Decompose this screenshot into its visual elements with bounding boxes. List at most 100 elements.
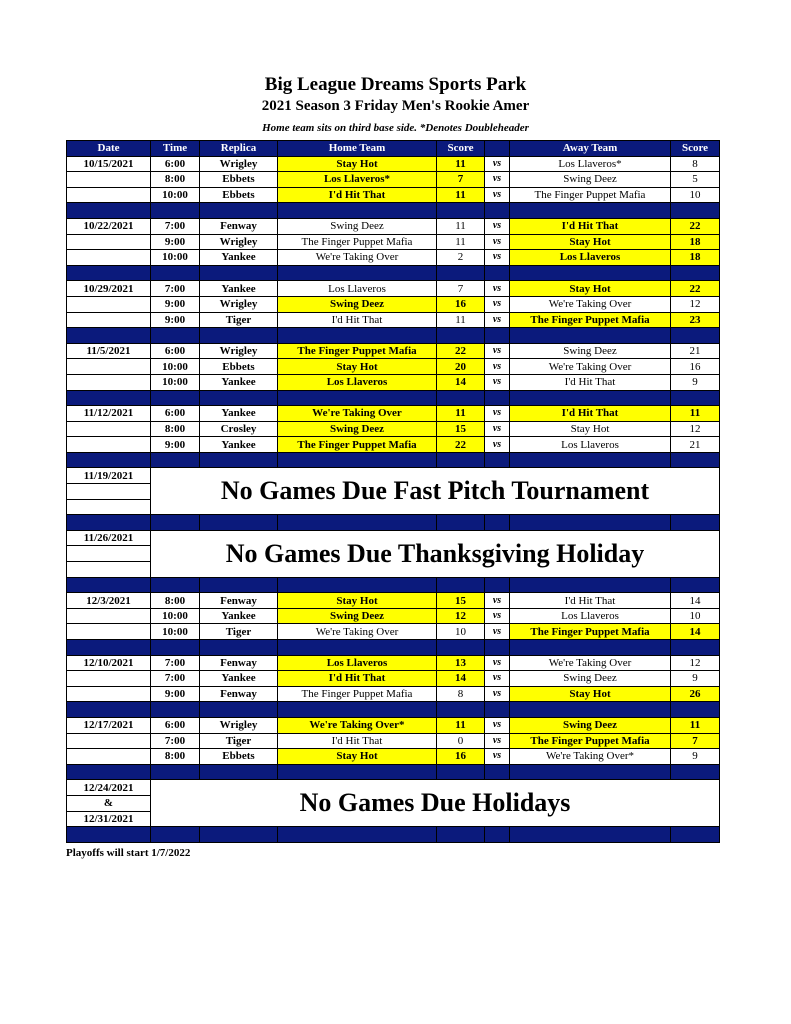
separator-cell — [199, 826, 278, 843]
separator-cell — [199, 763, 278, 781]
home-score-cell: 8 — [436, 685, 485, 703]
vs-label: vs — [484, 748, 510, 765]
home-score-cell: 11 — [436, 217, 485, 235]
vs-label: vs — [484, 342, 510, 360]
vs-label: vs — [484, 592, 510, 609]
separator-row — [66, 763, 720, 781]
separator-cell — [509, 763, 671, 781]
away-team-cell: I'd Hit That — [509, 405, 671, 422]
game-row: 11/12/2021 6:00 Yankee We're Taking Over 11 v… — [66, 405, 720, 422]
separator-cell — [150, 327, 200, 344]
away-score-cell: 14 — [670, 592, 720, 609]
separator-cell — [509, 451, 671, 469]
no-games-row: 12/24/2021 No Games Due Holidays — [66, 779, 720, 828]
time-cell: 9:00 — [150, 436, 200, 453]
separator-cell — [436, 826, 485, 843]
away-team-cell: Los Llaveros — [509, 249, 671, 266]
home-score-cell: 22 — [436, 342, 485, 360]
date-cell — [66, 420, 151, 438]
away-score-cell: 26 — [670, 685, 720, 703]
away-team-cell: I'd Hit That — [509, 592, 671, 609]
separator-cell — [150, 389, 200, 407]
replica-field-cell: Ebbets — [199, 748, 278, 765]
game-row: 12/17/2021 6:00 Wrigley We're Taking Over* 1… — [66, 716, 720, 734]
separator-cell — [509, 389, 671, 407]
separator-cell — [509, 327, 671, 344]
separator-cell — [509, 514, 671, 531]
away-team-cell: I'd Hit That — [509, 373, 671, 391]
separator-cell — [509, 826, 671, 843]
time-cell: 8:00 — [150, 171, 200, 188]
home-team-cell: Stay Hot — [277, 748, 437, 765]
away-team-cell: Swing Deez — [509, 171, 671, 188]
no-games-row: 11/26/2021 No Games Due Thanksgiving Holi… — [66, 529, 720, 578]
date-cell — [66, 732, 151, 750]
separator-cell — [66, 514, 151, 531]
home-team-cell: Stay Hot — [277, 155, 437, 173]
separator-cell — [66, 327, 151, 344]
game-row: 7:00 Tiger I'd Hit That 0 vs The Finger Puppe… — [66, 732, 720, 750]
game-row: 10/29/2021 7:00 Yankee Los Llaveros 7 vs Stay … — [66, 280, 720, 297]
replica-field-cell: Yankee — [199, 280, 278, 297]
away-team-cell: Los Llaveros* — [509, 155, 671, 173]
date-cell: 12/17/2021 — [66, 716, 151, 734]
date-cell — [66, 483, 151, 500]
game-row: 9:00 Yankee The Finger Puppet Mafia 22 vs Los… — [66, 436, 720, 453]
separator-cell — [277, 639, 437, 656]
separator-cell — [670, 389, 720, 407]
home-score-cell: 11 — [436, 716, 485, 734]
separator-cell — [66, 576, 151, 594]
date-cell — [66, 358, 151, 375]
column-header-date: Date — [66, 140, 151, 157]
replica-field-cell: Wrigley — [199, 342, 278, 360]
date-cell — [66, 249, 151, 266]
separator-cell — [277, 514, 437, 531]
vs-label: vs — [484, 670, 510, 687]
home-score-cell: 10 — [436, 623, 485, 640]
replica-field-cell: Tiger — [199, 732, 278, 750]
away-score-cell: 18 — [670, 233, 720, 251]
time-cell: 9:00 — [150, 685, 200, 703]
away-score-cell: 7 — [670, 732, 720, 750]
home-team-cell: Los Llaveros — [277, 280, 437, 297]
page-title: Big League Dreams Sports Park — [264, 74, 527, 95]
separator-cell — [484, 701, 510, 718]
column-header-away-team: Away Team — [509, 140, 671, 157]
away-score-cell: 22 — [670, 280, 720, 297]
replica-field-cell: Crosley — [199, 420, 278, 438]
separator-cell — [670, 202, 720, 219]
away-team-cell: Stay Hot — [509, 685, 671, 703]
date-cell: 12/3/2021 — [66, 592, 151, 609]
separator-cell — [509, 576, 671, 594]
separator-cell — [199, 576, 278, 594]
game-row: 10:00 Yankee We're Taking Over 2 vs Los Llave… — [66, 249, 720, 266]
replica-field-cell: Yankee — [199, 670, 278, 687]
home-score-cell: 12 — [436, 607, 485, 625]
home-score-cell: 11 — [436, 311, 485, 329]
vs-label: vs — [484, 685, 510, 703]
game-row: 7:00 Yankee I'd Hit That 14 vs Swing Deez 9 — [66, 670, 720, 687]
home-team-cell: The Finger Puppet Mafia — [277, 685, 437, 703]
separator-cell — [150, 514, 200, 531]
away-team-cell: We're Taking Over — [509, 358, 671, 375]
time-cell: 10:00 — [150, 623, 200, 640]
separator-cell — [670, 514, 720, 531]
separator-cell — [509, 701, 671, 718]
home-score-cell: 15 — [436, 420, 485, 438]
separator-row — [66, 701, 720, 718]
vs-label: vs — [484, 732, 510, 750]
column-header-away-score: Score — [670, 140, 720, 157]
separator-cell — [670, 451, 720, 469]
replica-field-cell: Wrigley — [199, 233, 278, 251]
time-cell: 7:00 — [150, 670, 200, 687]
home-score-cell: 20 — [436, 358, 485, 375]
away-score-cell: 8 — [670, 155, 720, 173]
replica-field-cell: Yankee — [199, 607, 278, 625]
separator-cell — [150, 826, 200, 843]
away-score-cell: 10 — [670, 607, 720, 625]
column-header-time: Time — [150, 140, 200, 157]
time-cell: 10:00 — [150, 373, 200, 391]
no-games-message: No Games Due Fast Pitch Tournament — [150, 467, 720, 516]
away-score-cell: 12 — [670, 654, 720, 672]
replica-field-cell: Yankee — [199, 405, 278, 422]
